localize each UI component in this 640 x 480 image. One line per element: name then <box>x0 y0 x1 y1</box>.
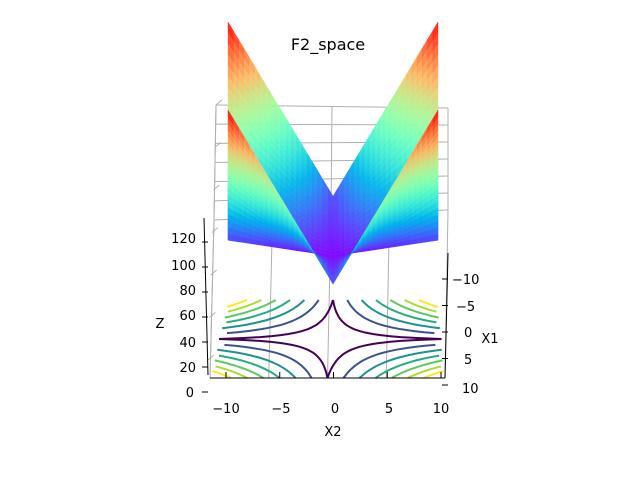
contour-line <box>404 299 437 313</box>
contour-line <box>224 299 277 319</box>
contour-line <box>212 370 232 379</box>
x1-tick-label: −5 <box>456 300 475 315</box>
contour-line <box>218 299 334 340</box>
contour-line <box>375 354 440 379</box>
x-axis-label: X2 <box>324 425 341 440</box>
x2-tick-label: −10 <box>212 402 239 417</box>
z-tick-label: 20 <box>179 361 196 376</box>
contour-line <box>226 299 320 335</box>
grid-line <box>210 269 217 276</box>
x1-axis-line <box>444 252 449 379</box>
contour-line <box>227 299 262 313</box>
grid-line <box>215 99 223 106</box>
grid-line <box>209 312 216 318</box>
z-tick-label: 0 <box>186 386 194 401</box>
z-tick-label: 100 <box>171 259 196 274</box>
grid-line <box>214 142 221 148</box>
y-axis-label: X1 <box>481 332 498 347</box>
grid-line <box>213 104 217 221</box>
contour-line <box>217 348 297 379</box>
z-tick-label: 80 <box>179 284 196 299</box>
x2-tick-label: 5 <box>385 402 393 417</box>
contour-line <box>358 348 442 379</box>
z-axis-label: Z <box>156 317 165 332</box>
contour-line <box>326 338 442 379</box>
contour-line <box>360 299 440 330</box>
contour-line <box>224 343 313 379</box>
surface-patch <box>227 109 234 126</box>
z-axis-line <box>203 217 209 376</box>
contour-line <box>215 365 248 379</box>
surface-patch <box>432 109 439 126</box>
contour-line <box>407 365 442 379</box>
contour-line <box>375 299 437 324</box>
x2-tick-label: 0 <box>331 402 339 417</box>
x2-tick-label: −5 <box>271 402 290 417</box>
x1-tick-label: 10 <box>462 382 479 397</box>
z-tick-labels: 0 20 40 60 80 100 120 <box>171 232 196 401</box>
x1-tick-labels: −10 −5 0 5 10 <box>452 273 479 397</box>
z-tick-label: 60 <box>179 309 196 324</box>
surface <box>227 21 439 285</box>
contour-line <box>389 299 439 319</box>
contour-line <box>332 299 442 340</box>
chart-title: F2_space <box>291 35 365 55</box>
grid-line <box>209 219 215 379</box>
contour-line <box>218 354 281 379</box>
contour-line <box>391 359 443 379</box>
x1-tick-label: 5 <box>464 353 472 368</box>
z-tick-label: 120 <box>171 232 196 247</box>
x2-tick-labels: −10 −5 0 5 10 <box>212 402 449 417</box>
contour-line <box>227 299 248 308</box>
z-tick-label: 40 <box>179 336 196 351</box>
grid-line <box>211 227 219 233</box>
x1-tick-label: 0 <box>464 326 472 341</box>
axes <box>202 217 449 393</box>
contour-line <box>222 299 306 330</box>
x1-tick-label: −10 <box>452 273 479 288</box>
contour-line <box>346 299 435 335</box>
contour-line <box>214 359 264 379</box>
contour-line <box>418 299 439 308</box>
grid-line <box>213 184 220 191</box>
contour-line <box>218 338 329 379</box>
contour-lines <box>212 299 444 379</box>
contour-line <box>342 343 436 379</box>
contour-line <box>423 370 444 379</box>
x2-tick-label: 10 <box>433 402 450 417</box>
contour-line <box>226 299 291 324</box>
